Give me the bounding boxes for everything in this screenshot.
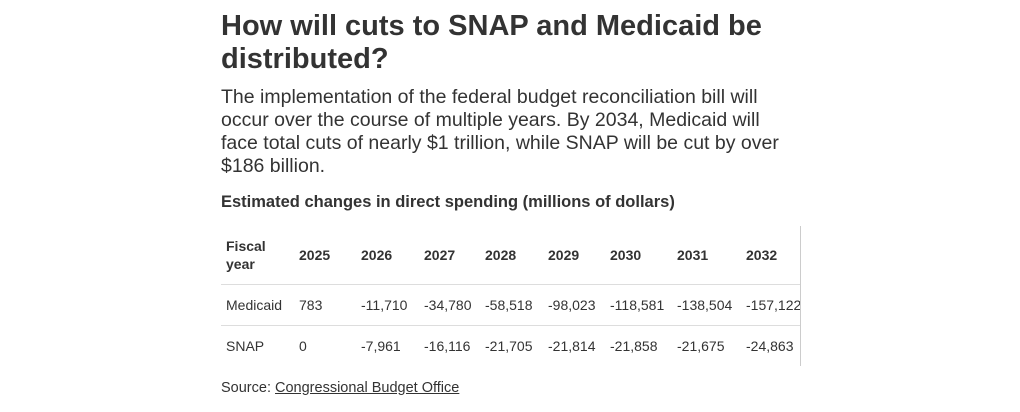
cell: -34,780 xyxy=(419,284,480,326)
table-container: Fiscal year 2025 2026 2027 2028 2029 2030 2031 2… xyxy=(221,226,801,366)
cell: -11,710 xyxy=(356,284,419,326)
cell: -21,705 xyxy=(480,325,543,366)
description: The implementation of the federal budget… xyxy=(221,86,779,177)
column-header: 2029 xyxy=(543,226,605,285)
table-row: SNAP 0 -7,961 -16,116 -21,705 -21,814 -21,858-… xyxy=(221,325,800,366)
column-header: 2027 xyxy=(419,226,480,285)
cell: -21,814 xyxy=(543,325,605,366)
title: How will cuts to SNAP and Medicaid be di… xyxy=(221,10,762,75)
column-header: Fiscal year xyxy=(221,226,294,285)
source-label: Source: xyxy=(221,380,271,396)
header-row: Fiscal year 2025 2026 2027 2028 2029 2030 2031 2… xyxy=(221,226,800,285)
cell: -24,863 xyxy=(741,325,800,366)
table-title: Estimated changes in direct spending (mi… xyxy=(221,193,675,211)
column-header: 2028 xyxy=(480,226,543,285)
cell: 783 xyxy=(294,284,356,326)
table-row: Medicaid 783 -11,710 -34,780 -58,518 -98,023-… xyxy=(221,284,800,326)
cell: -16,116 xyxy=(419,325,480,366)
source-link[interactable]: Congressional Budget Office xyxy=(275,380,460,396)
column-header: 2025 xyxy=(294,226,356,285)
column-header: 2031 xyxy=(672,226,741,285)
column-header: 2030 xyxy=(605,226,672,285)
cell: 0 xyxy=(294,325,356,366)
source: Source: Congressional Budget Office xyxy=(221,380,801,396)
cell: -21,858 xyxy=(605,325,672,366)
row-label: SNAP xyxy=(221,325,294,366)
cell: -118,581 xyxy=(605,284,672,326)
cell: -138,504 xyxy=(672,284,741,326)
cell: -7,961 xyxy=(356,325,419,366)
cell: -58,518 xyxy=(480,284,543,326)
row-label: Medicaid xyxy=(221,284,294,326)
column-header: 2026 xyxy=(356,226,419,285)
cell: -98,023 xyxy=(543,284,605,326)
cell: -21,675 xyxy=(672,325,741,366)
table: Fiscal year 2025 2026 2027 2028 2029 2030 2031 2… xyxy=(221,226,800,366)
cell: -157,122 xyxy=(741,284,800,326)
article: How will cuts to SNAP and Medicaid be di… xyxy=(221,0,801,396)
column-header: 2032 xyxy=(741,226,800,285)
